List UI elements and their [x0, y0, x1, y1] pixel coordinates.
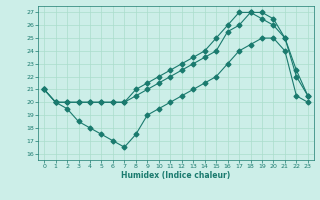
X-axis label: Humidex (Indice chaleur): Humidex (Indice chaleur)	[121, 171, 231, 180]
